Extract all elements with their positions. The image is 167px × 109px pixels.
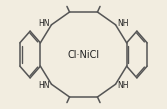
Text: HN: HN xyxy=(38,19,50,28)
Text: NH: NH xyxy=(117,81,129,90)
Text: Cl·NiCl: Cl·NiCl xyxy=(67,49,100,60)
Text: NH: NH xyxy=(117,19,129,28)
Text: HN: HN xyxy=(38,81,50,90)
